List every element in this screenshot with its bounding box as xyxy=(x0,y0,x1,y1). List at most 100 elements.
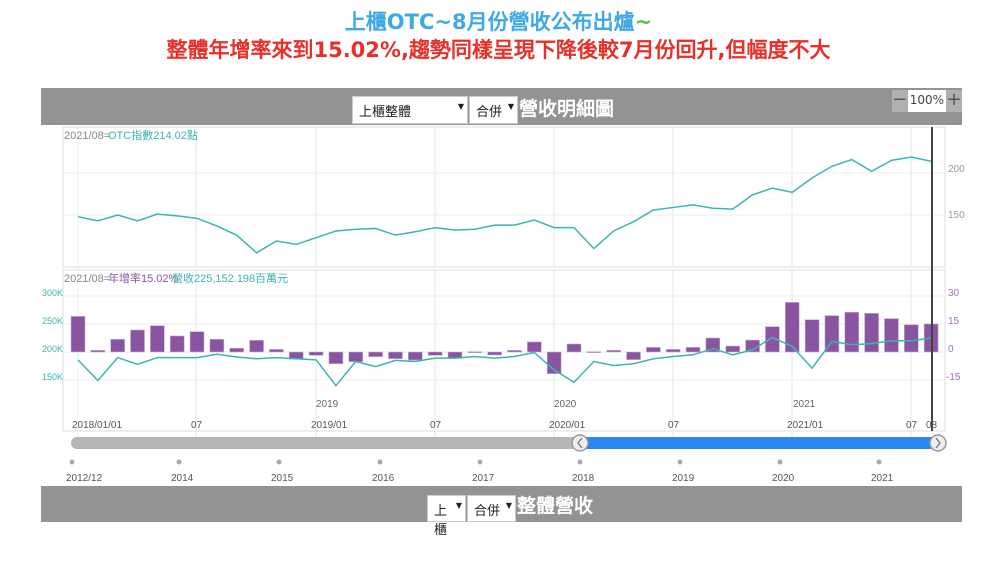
yoy-bar[interactable] xyxy=(209,339,225,353)
right-ytick: -15 xyxy=(946,372,961,383)
otc-index-line xyxy=(77,156,932,254)
zoom-in-button[interactable]: + xyxy=(946,89,962,112)
left-ytick: 200K xyxy=(42,344,63,354)
timeline-dot xyxy=(477,459,483,465)
yoy-bar[interactable] xyxy=(407,351,423,361)
rev-readout-date: 2021/08= xyxy=(64,273,110,285)
yoy-bar[interactable] xyxy=(229,347,245,353)
left-ytick: 150K xyxy=(42,372,63,382)
yoy-bar[interactable] xyxy=(507,350,522,353)
yoy-bar[interactable] xyxy=(388,351,403,360)
x-tick-label: 2020/01 xyxy=(549,420,586,431)
yoy-bar[interactable] xyxy=(784,302,800,353)
left-ytick: 250K xyxy=(42,316,63,326)
chevron-right-icon xyxy=(935,437,941,449)
yoy-bar[interactable] xyxy=(269,349,284,353)
footer-bar: 上櫃 ▼ 合併 ▼ 整體營收 xyxy=(41,486,962,538)
revenue-line xyxy=(77,336,932,387)
otc-plot-area xyxy=(62,126,946,268)
yoy-bar[interactable] xyxy=(150,325,165,353)
chart-header: 上櫃整體 ▼ 合併 ▼ 營收明細圖 − 100% + xyxy=(41,88,962,125)
yoy-bar[interactable] xyxy=(487,351,502,356)
timeline-label: 2017 xyxy=(472,473,495,484)
footer-market-select[interactable]: 上櫃 ▼ xyxy=(427,495,466,538)
timeline-label: 2021 xyxy=(871,473,894,484)
otc-readout-value: OTC指數214.02點 xyxy=(108,128,198,142)
timeline-label: 2015 xyxy=(271,473,294,484)
headline-line1: 上櫃OTC~8月份營收公布出爐~ xyxy=(0,6,997,36)
x-tick-label: 07 xyxy=(191,420,203,431)
yoy-bar[interactable] xyxy=(308,351,324,356)
range-handle-right[interactable] xyxy=(929,434,947,452)
range-slider-selection[interactable] xyxy=(580,437,938,449)
yoy-bar[interactable] xyxy=(586,351,602,353)
x-tick-label: 07 xyxy=(906,420,918,431)
timeline-label: 2016 xyxy=(372,473,395,484)
timeline-label: 2012/12 xyxy=(66,473,103,484)
yoy-bar[interactable] xyxy=(864,313,879,353)
headline-line2: 整體年增率來到15.02%,趨勢同樣呈現下降後較7月份回升,但幅度不大 xyxy=(166,38,831,62)
chevron-down-icon: ▼ xyxy=(507,102,514,111)
otc-ytick: 200 xyxy=(948,164,965,175)
yoy-bar[interactable] xyxy=(626,351,641,360)
yoy-bar[interactable] xyxy=(467,351,483,353)
timeline-dot xyxy=(777,459,783,465)
chart-title: 營收明細圖 xyxy=(519,98,615,120)
timeline-dot xyxy=(377,459,383,465)
right-ytick: 15 xyxy=(948,316,960,327)
x-tick-label: 2018/01/01 xyxy=(72,420,122,431)
yoy-bar[interactable] xyxy=(70,316,86,353)
headline-tilde: ~ xyxy=(634,10,653,34)
footer-type-value: 合併 xyxy=(474,504,501,519)
yoy-bar[interactable] xyxy=(328,351,344,365)
footer-type-select[interactable]: 合併 ▼ xyxy=(467,495,516,522)
yoy-bar[interactable] xyxy=(110,339,125,353)
yoy-bar[interactable] xyxy=(903,324,919,353)
otc-ytick: 150 xyxy=(948,210,965,221)
yoy-bar[interactable] xyxy=(169,335,185,353)
yoy-bar[interactable] xyxy=(824,315,840,353)
yoy-bar[interactable] xyxy=(884,318,899,353)
yoy-bar[interactable] xyxy=(189,331,205,353)
yoy-bar[interactable] xyxy=(804,319,820,353)
zoom-out-button[interactable]: − xyxy=(891,89,908,112)
yoy-bar[interactable] xyxy=(249,339,264,353)
right-ytick: 30 xyxy=(948,288,960,299)
timeline-dot xyxy=(69,459,75,465)
timeline-label: 2019 xyxy=(672,473,695,484)
type-select[interactable]: 合併 ▼ xyxy=(469,96,518,124)
yoy-bar[interactable] xyxy=(685,347,701,353)
timeline-dot xyxy=(577,459,583,465)
yoy-bar[interactable] xyxy=(130,329,145,353)
x-tick-label: 08 xyxy=(926,420,938,431)
zoom-control: − 100% + xyxy=(891,89,962,112)
yoy-bar[interactable] xyxy=(368,351,383,357)
timeline-dot xyxy=(176,459,182,465)
right-ytick: 0 xyxy=(948,344,954,355)
yoy-bar[interactable] xyxy=(844,311,860,353)
timeline-label: 2014 xyxy=(171,473,194,484)
revenue-readout: 營收225,152.198百萬元 xyxy=(172,271,288,285)
yoy-bar[interactable] xyxy=(90,350,106,353)
yoy-bar[interactable] xyxy=(348,351,364,363)
yoy-bar[interactable] xyxy=(566,343,582,353)
yoy-bar[interactable] xyxy=(705,337,721,353)
year-label: 2020 xyxy=(554,399,577,410)
range-handle-left[interactable] xyxy=(571,434,589,452)
yoy-bar[interactable] xyxy=(665,349,681,353)
x-tick-label: 07 xyxy=(430,420,442,431)
x-tick-label: 07 xyxy=(668,420,680,431)
x-tick-label: 2021/01 xyxy=(787,420,824,431)
yoy-bar[interactable] xyxy=(725,345,741,353)
left-ytick: 300K xyxy=(42,288,63,298)
yoy-bar[interactable] xyxy=(606,350,621,353)
yoy-bar[interactable] xyxy=(646,347,661,353)
market-select[interactable]: 上櫃整體 ▼ xyxy=(352,96,468,124)
yoy-bar[interactable] xyxy=(527,341,542,353)
yoy-bar[interactable] xyxy=(427,351,443,356)
yoy-bar[interactable] xyxy=(765,326,780,353)
year-label: 2019 xyxy=(316,399,339,410)
yoy-readout: 年增率15.02% xyxy=(108,271,179,285)
x-tick-label: 2019/01 xyxy=(311,420,348,431)
